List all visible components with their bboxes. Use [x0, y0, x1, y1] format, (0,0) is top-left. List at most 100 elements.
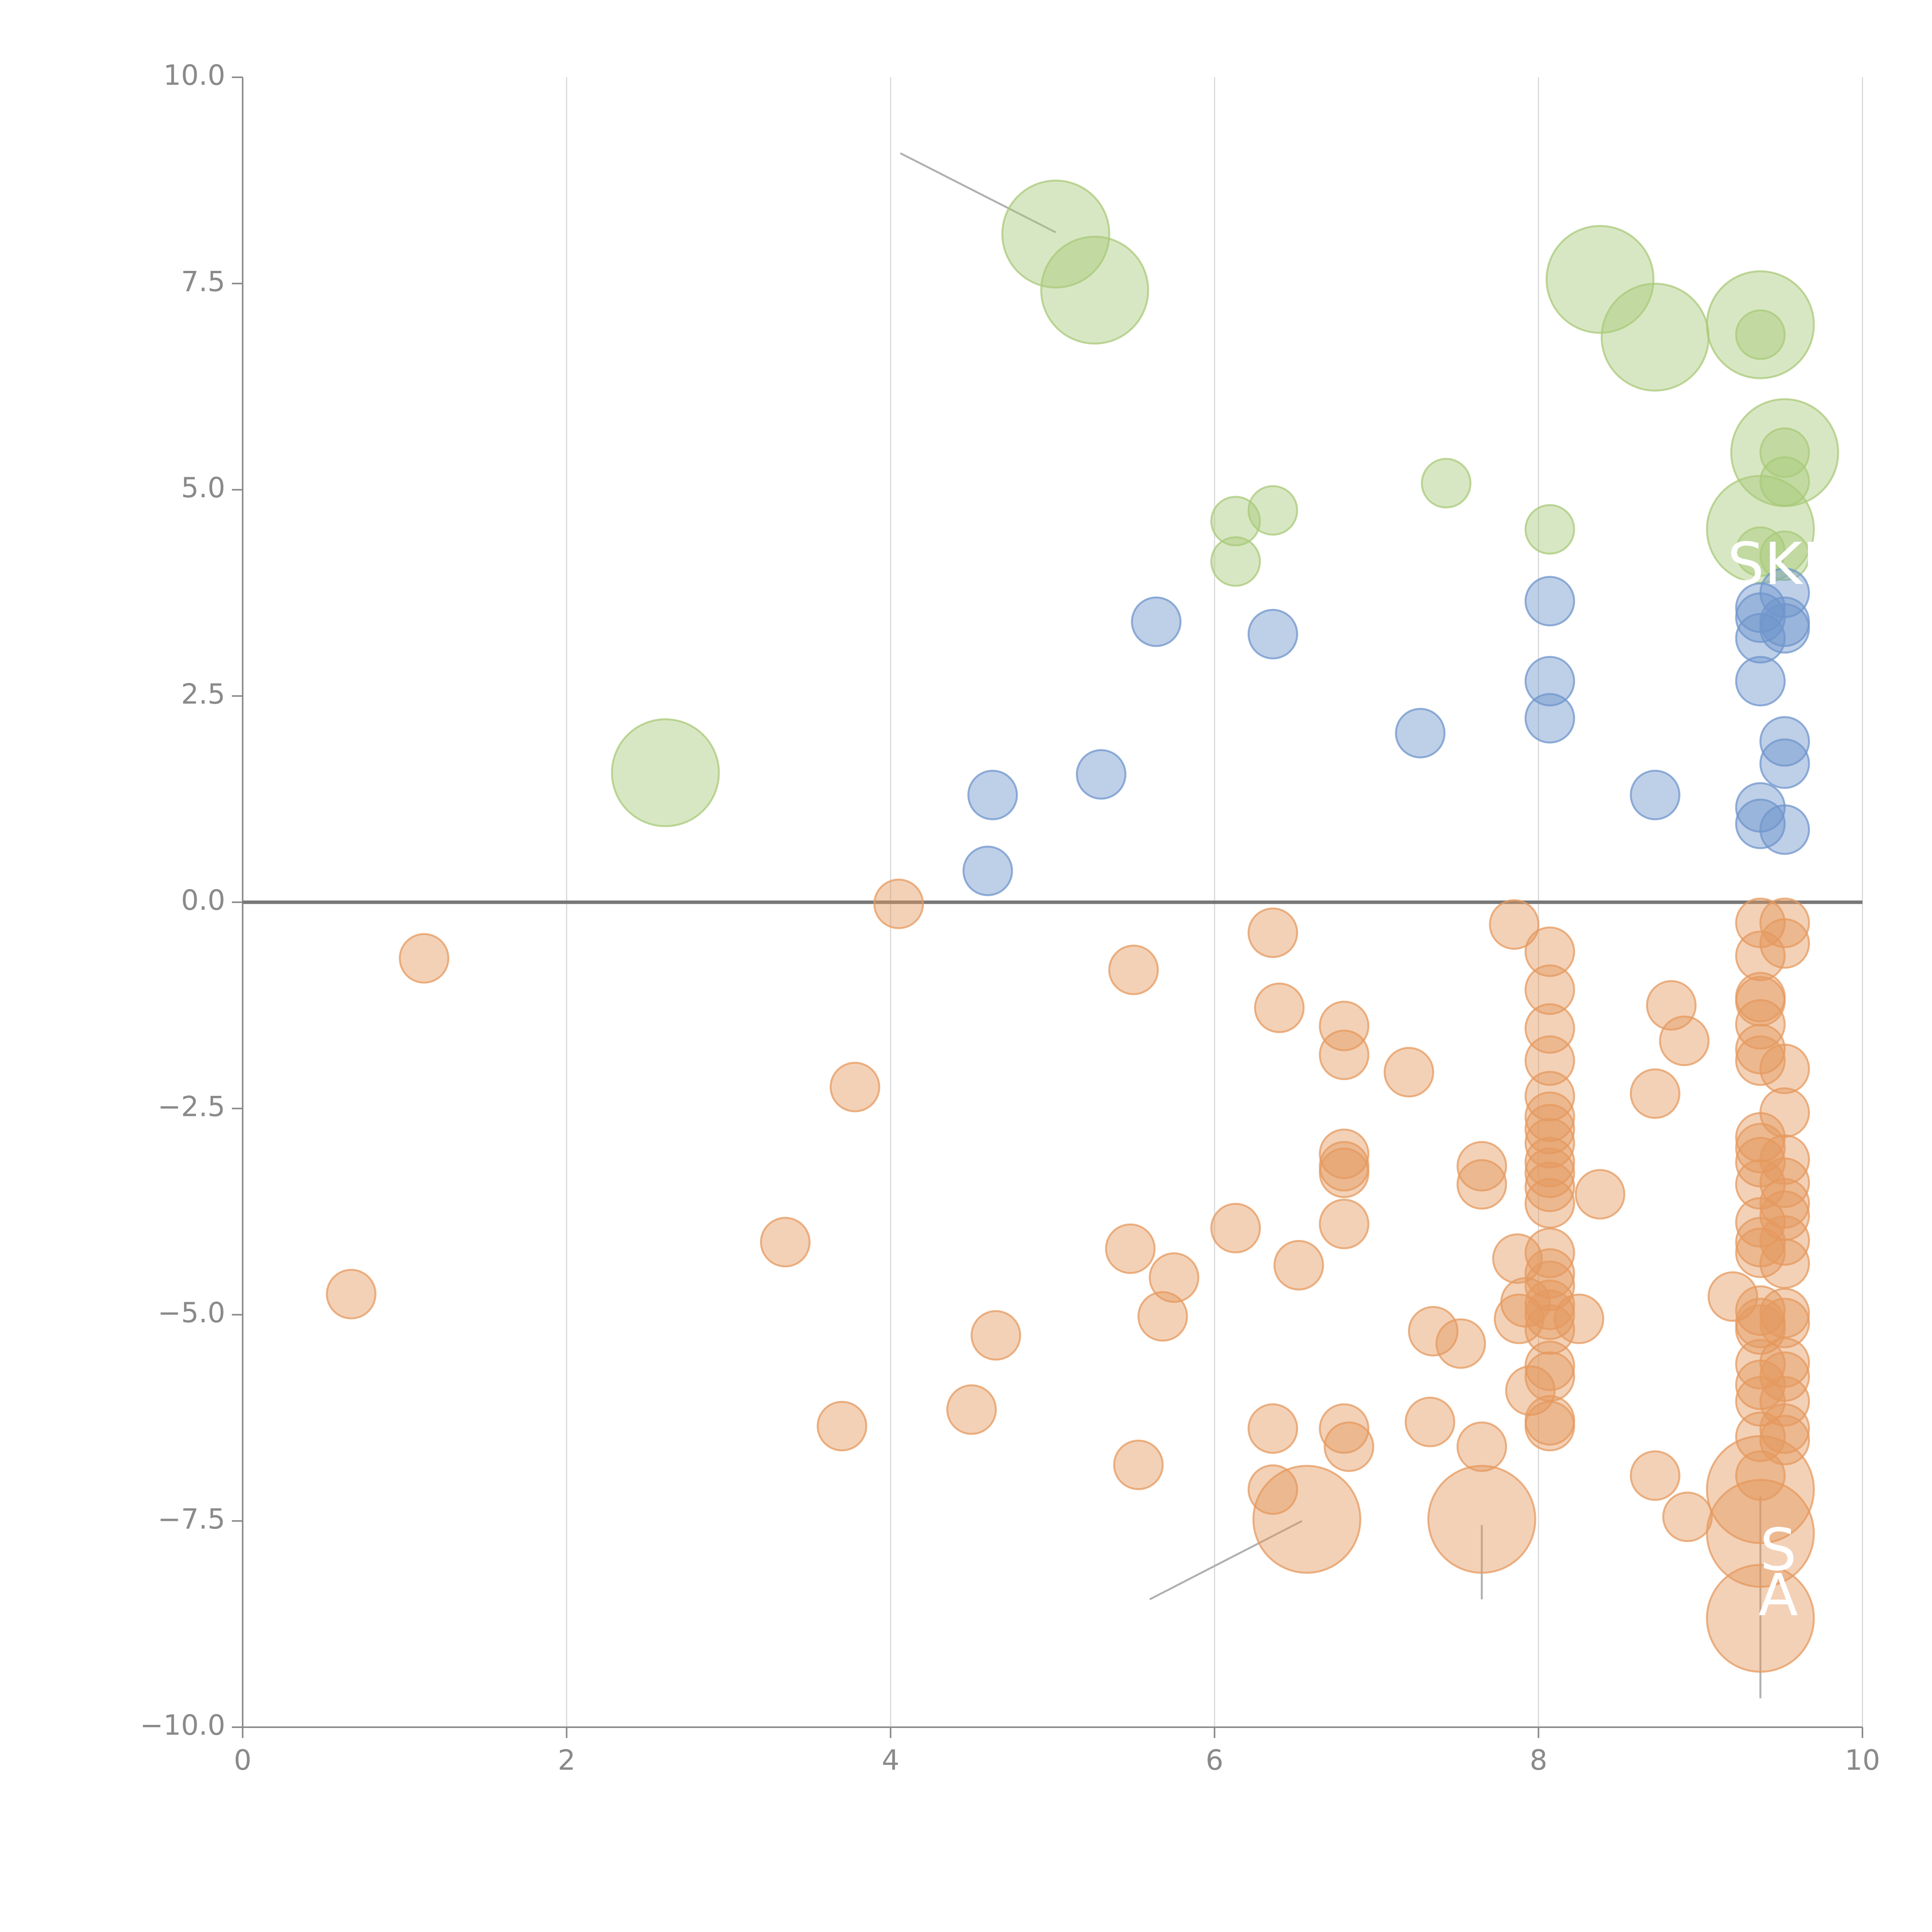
orange-point	[1759, 1215, 1810, 1266]
green-point	[1706, 270, 1815, 379]
x-tick-label: 6	[1206, 1744, 1223, 1776]
orange-point	[1759, 1403, 1810, 1454]
blue-point	[1524, 693, 1575, 744]
annotation-leaders	[900, 152, 1762, 1699]
orange-point	[1105, 1223, 1156, 1274]
green-point	[1001, 179, 1111, 289]
y-tick-label: −2.5	[158, 1090, 225, 1122]
orange-point	[1524, 1340, 1575, 1391]
blue-point	[1247, 609, 1298, 660]
orange-point	[1706, 1479, 1815, 1588]
leader-line	[1149, 1520, 1303, 1600]
annotation-fragment: SKI	[1728, 531, 1820, 598]
orange-point	[1408, 1306, 1459, 1357]
blue-point	[1395, 707, 1446, 759]
orange-point	[1759, 897, 1810, 948]
orange-point	[1759, 1134, 1810, 1185]
orange-point	[1405, 1396, 1456, 1447]
orange-point	[1662, 1492, 1713, 1542]
orange-point	[326, 1269, 377, 1320]
x-tick-label: 2	[558, 1744, 575, 1776]
orange-point	[1524, 1162, 1575, 1212]
orange-point	[1759, 1415, 1810, 1466]
orange-point	[1524, 1304, 1575, 1355]
orange-point	[1630, 1450, 1680, 1501]
orange-point	[1489, 899, 1540, 950]
orange-point	[1149, 1252, 1199, 1303]
orange-point	[1319, 1000, 1369, 1051]
orange-point	[1435, 1318, 1486, 1369]
orange-point	[1323, 1421, 1374, 1472]
annotation-fragments: SA SKI	[1728, 531, 1820, 1629]
blue-point	[1630, 770, 1680, 820]
blue-point	[1759, 603, 1810, 654]
orange-point	[1735, 1450, 1786, 1501]
x-tick-label: 8	[1530, 1744, 1548, 1776]
leader-line	[1740, 328, 1761, 346]
y-tick-label: 7.5	[181, 265, 225, 298]
x-tick-label: 4	[882, 1744, 900, 1776]
orange-point	[1524, 1248, 1575, 1299]
green-point	[611, 718, 720, 827]
orange-point	[1524, 926, 1575, 977]
green-point	[1546, 225, 1655, 334]
blue-point	[1131, 596, 1182, 647]
orange-point	[873, 878, 924, 929]
orange-point	[1759, 1376, 1810, 1427]
orange-point	[1708, 1271, 1759, 1322]
data-points	[326, 179, 1839, 1673]
orange-point	[1273, 1240, 1324, 1291]
green-point	[1759, 427, 1810, 478]
green-point	[1210, 536, 1261, 587]
y-tick-label: −5.0	[158, 1296, 225, 1329]
blue-point	[1524, 656, 1575, 707]
orange-point	[1735, 1227, 1786, 1278]
orange-point	[1383, 1047, 1434, 1098]
orange-point	[1524, 964, 1575, 1015]
orange-point	[1319, 1403, 1369, 1454]
blue-point	[1524, 576, 1575, 627]
orange-point	[1554, 1293, 1604, 1344]
x-tick-label: 10	[1845, 1744, 1880, 1776]
orange-point	[1456, 1159, 1507, 1210]
green-point	[1524, 504, 1575, 555]
y-tick-label: −10.0	[140, 1709, 225, 1742]
blue-point	[1759, 716, 1810, 767]
blue-point	[967, 770, 1018, 820]
orange-point	[1735, 1122, 1786, 1173]
orange-point	[1254, 982, 1305, 1033]
orange-point	[1524, 1260, 1575, 1311]
orange-point	[946, 1384, 997, 1435]
green-point	[1735, 309, 1786, 360]
orange-point	[1630, 1068, 1680, 1119]
y-tick-label: 5.0	[181, 471, 225, 504]
orange-point	[1210, 1202, 1261, 1253]
y-tick-label: 10.0	[163, 59, 225, 92]
orange-point	[1759, 1087, 1810, 1138]
annotation-fragment: A	[1759, 1562, 1798, 1629]
leader-line	[1654, 308, 1675, 330]
orange-point	[1247, 1464, 1298, 1515]
y-tick-label: 0.0	[181, 884, 225, 917]
orange-point	[1759, 1337, 1810, 1388]
orange-point	[1524, 1351, 1575, 1402]
orange-point	[1319, 1029, 1369, 1080]
orange-point	[1456, 1421, 1507, 1472]
orange-point	[1759, 1178, 1810, 1229]
orange-point	[830, 1061, 880, 1112]
orange-point	[1108, 944, 1159, 995]
green-point	[1421, 458, 1472, 509]
orange-point	[1524, 1401, 1575, 1452]
y-tick-label: −7.5	[158, 1503, 225, 1535]
tick-labels: 0 2 4 6 8 10 10.0 7.5 5.0 2.5 0.0 −2.5 −5.0 −7.5 −10.0	[140, 59, 1880, 1776]
orange-point	[1319, 1128, 1369, 1179]
orange-point	[1247, 907, 1298, 958]
orange-point	[1252, 1465, 1361, 1574]
blue-point	[1735, 656, 1786, 707]
orange-point	[1659, 1015, 1710, 1066]
orange-point	[1759, 1043, 1810, 1094]
orange-point	[1575, 1169, 1626, 1220]
x-tick-label: 0	[234, 1744, 252, 1776]
orange-point	[1759, 1298, 1810, 1349]
